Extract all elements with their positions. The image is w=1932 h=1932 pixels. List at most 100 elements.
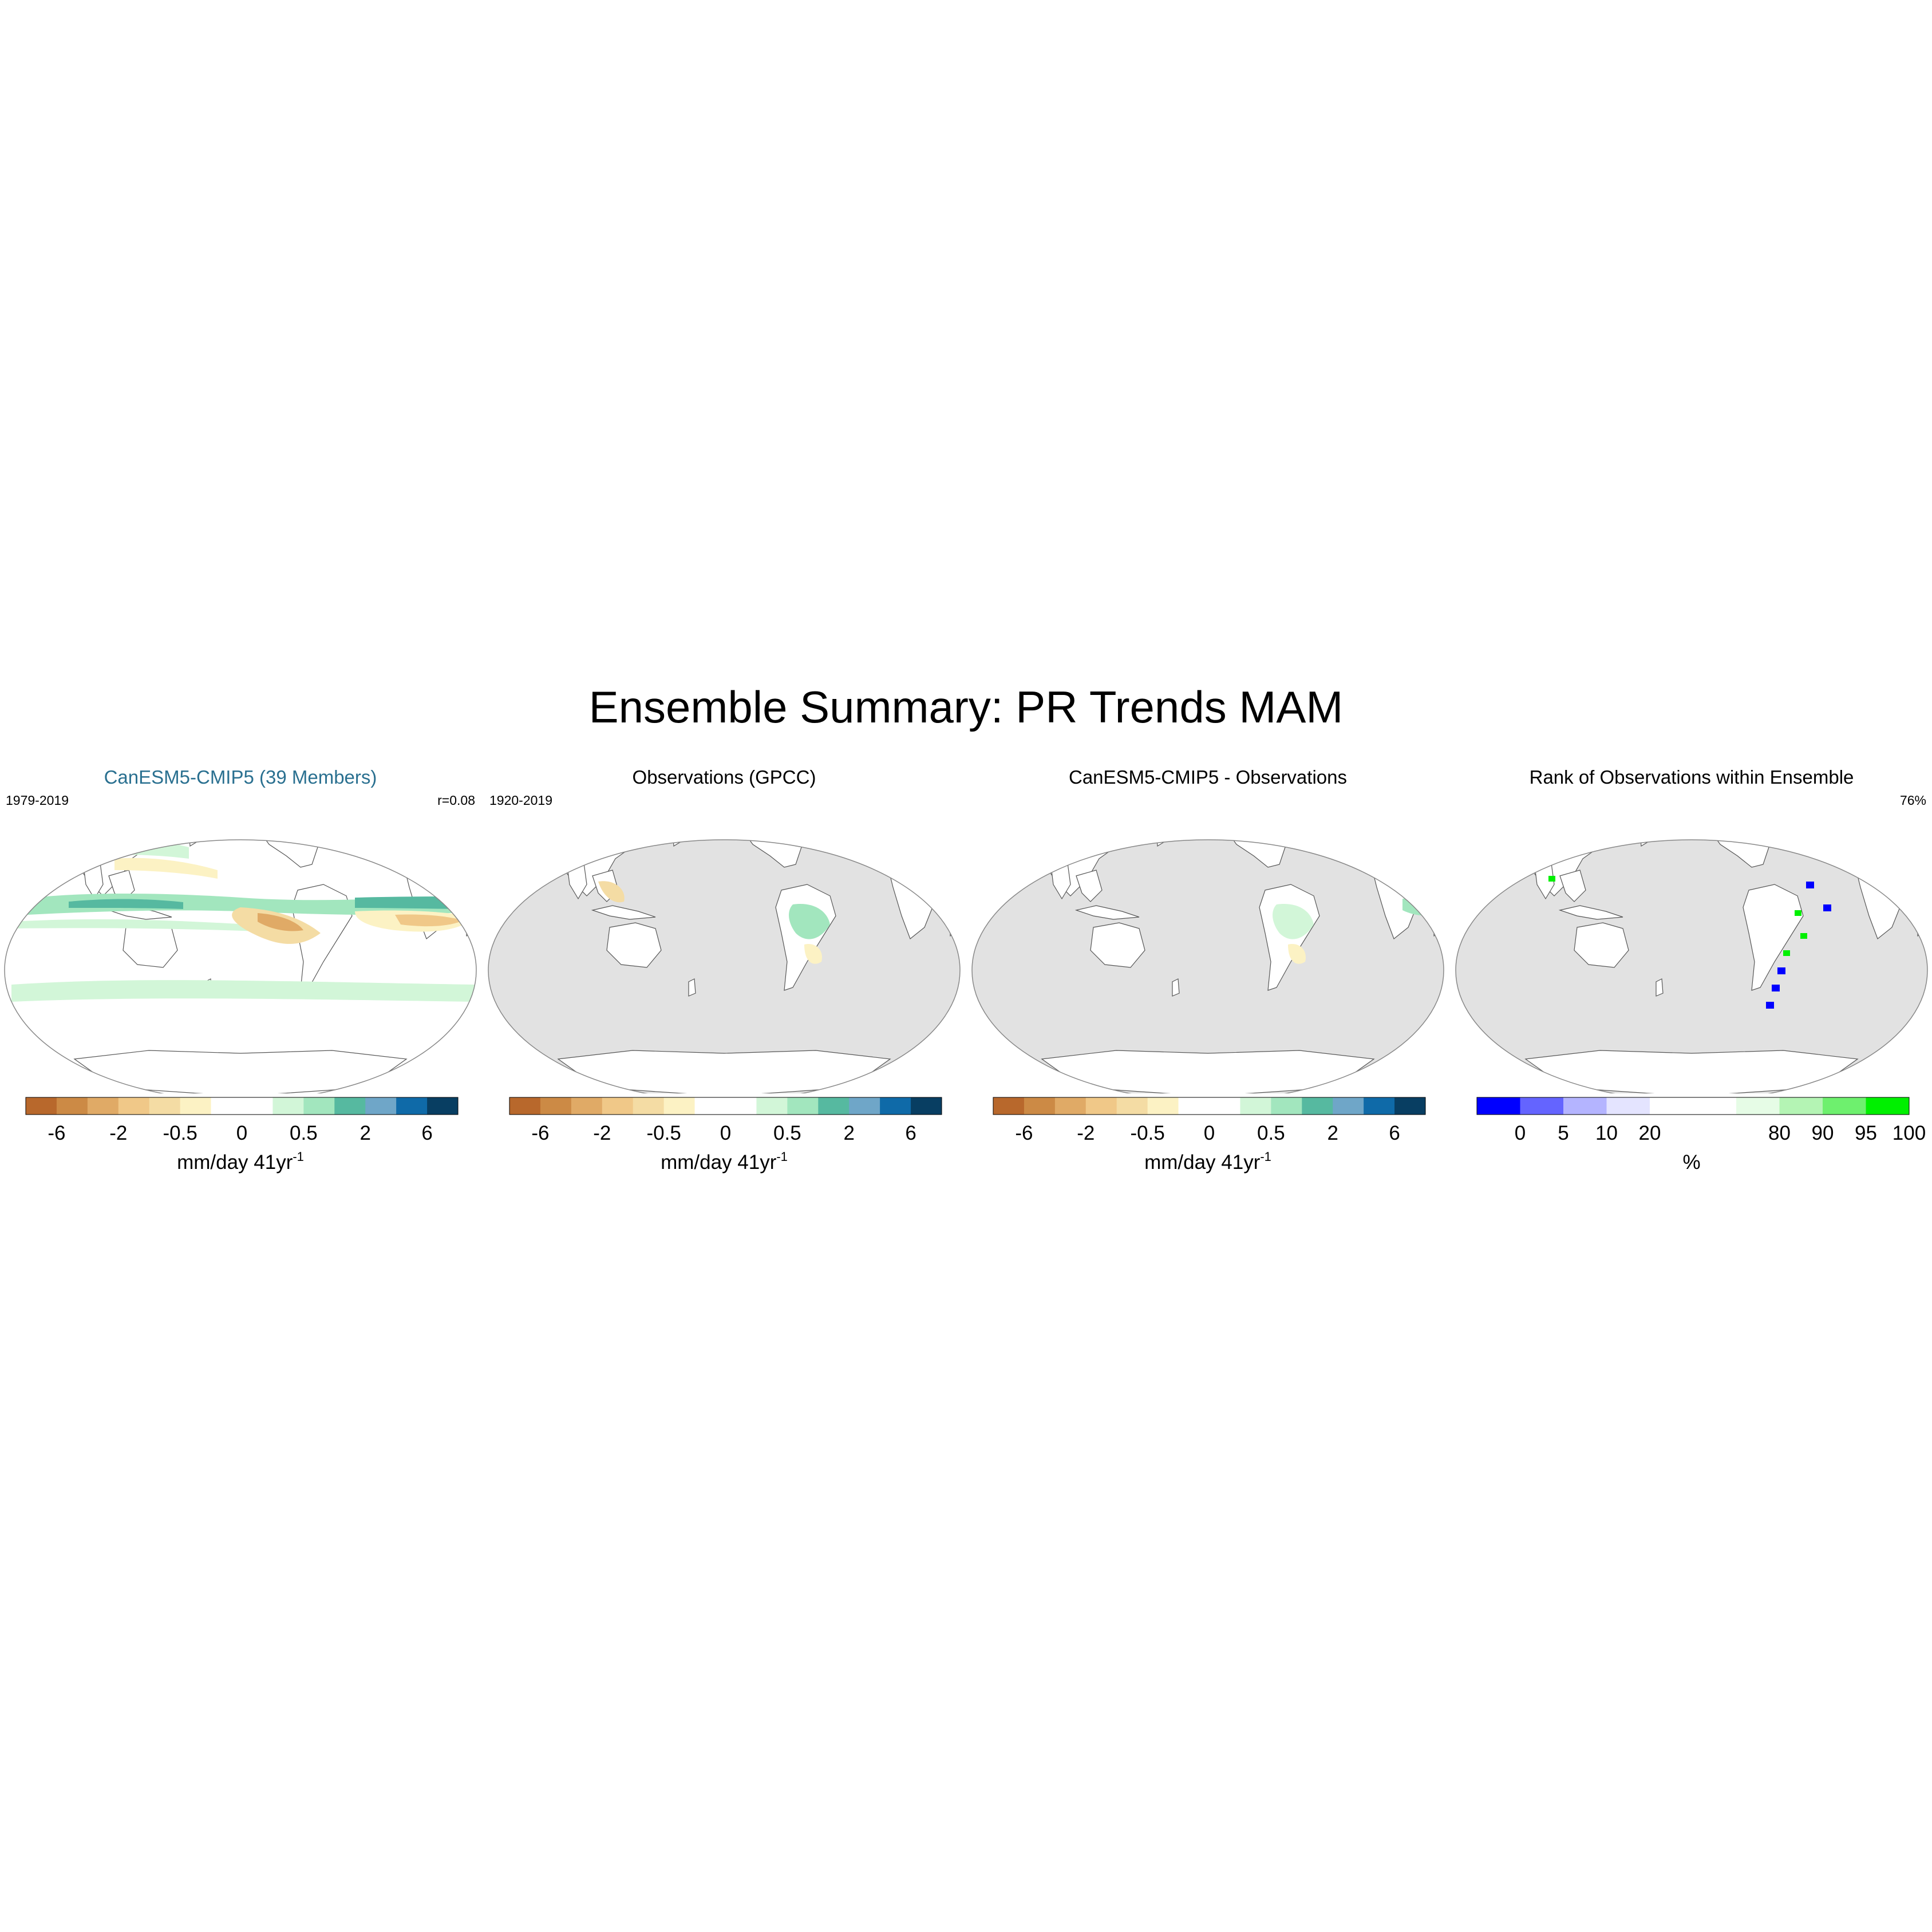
colorbar-tick-label: -2: [593, 1122, 611, 1144]
colorbar-swatch: [1606, 1097, 1650, 1115]
colorbar-swatch: [149, 1097, 181, 1115]
colorbar-tick-label: 2: [1327, 1122, 1338, 1144]
map-observed-trend: [488, 839, 961, 1093]
colorbar-swatch: [756, 1097, 788, 1115]
colorbar-swatch: [303, 1097, 335, 1115]
colorbar-swatch: [725, 1097, 757, 1115]
colorbar-tick-label: 10: [1595, 1122, 1618, 1144]
map-difference: [971, 839, 1444, 1093]
colorbar-swatch: [880, 1097, 911, 1115]
colorbar-swatch: [334, 1097, 366, 1115]
colorbar-tick-label: 0: [1203, 1122, 1215, 1144]
colorbar-swatch: [1364, 1097, 1395, 1115]
colorbar-tick-label: -0.5: [1130, 1122, 1165, 1144]
map-model-trend: [4, 839, 477, 1093]
colorbar-swatch: [1178, 1097, 1210, 1115]
colorbar-swatch: [1333, 1097, 1364, 1115]
colorbar-swatch: [1116, 1097, 1148, 1115]
rank-colorbar: [1476, 1097, 1910, 1115]
colorbar-tick-label: -6: [48, 1122, 66, 1144]
panel-title: Observations (GPCC): [632, 767, 816, 788]
colorbar-tick-label: 100: [1892, 1122, 1926, 1144]
colorbar-swatch: [1394, 1097, 1426, 1115]
colorbar-swatch: [1779, 1097, 1823, 1115]
colorbar-swatch: [1650, 1097, 1693, 1115]
colorbar-swatch: [1054, 1097, 1086, 1115]
colorbar-swatch: [1693, 1097, 1737, 1115]
colorbar-tick-label: 20: [1638, 1122, 1661, 1144]
map-rank: [1455, 839, 1928, 1093]
colorbar-tick-label: 90: [1811, 1122, 1834, 1144]
colorbar-swatch: [1302, 1097, 1333, 1115]
colorbar-tick-label: 0: [236, 1122, 248, 1144]
panel-title: CanESM5-CMIP5 (39 Members): [104, 767, 377, 788]
panel-observations: Observations (GPCC) 1920-2019 -6 -2 -0.5 0 0…: [484, 761, 965, 1174]
colorbar-swatch: [509, 1097, 541, 1115]
colorbar-swatch: [1085, 1097, 1117, 1115]
colorbar-swatch: [1520, 1097, 1564, 1115]
colorbar-tick-label: -2: [1077, 1122, 1095, 1144]
colorbar-tick-label: -6: [531, 1122, 550, 1144]
colorbar-swatch: [1209, 1097, 1240, 1115]
colorbar-swatch: [818, 1097, 850, 1115]
panel-difference: CanESM5-CMIP5 - Observations -6 -2 -0.5 0 0.…: [967, 761, 1448, 1174]
colorbar-tick-label: 0: [720, 1122, 732, 1144]
trend-colorbar: [25, 1097, 459, 1115]
colorbar-swatch: [540, 1097, 572, 1115]
colorbar-swatch: [427, 1097, 459, 1115]
colorbar-tick-label: 0.5: [1257, 1122, 1285, 1144]
colorbar-tick-label: -0.5: [163, 1122, 197, 1144]
colorbar-tick-label: 6: [421, 1122, 433, 1144]
period-label: 1979-2019: [6, 793, 69, 808]
colorbar-tick-label: 0: [1514, 1122, 1526, 1144]
colorbar-tick-label: -2: [109, 1122, 128, 1144]
trend-colorbar: [509, 1097, 942, 1115]
colorbar-swatch: [272, 1097, 304, 1115]
colorbar-swatch: [87, 1097, 119, 1115]
percent-label: 76%: [1899, 793, 1926, 808]
colorbar-tick-label: 6: [905, 1122, 916, 1144]
colorbar-tick-label: 0.5: [773, 1122, 801, 1144]
figure-title: Ensemble Summary: PR Trends MAM: [588, 682, 1344, 732]
correlation-label: r=0.08: [437, 793, 475, 808]
colorbar-swatch: [1866, 1097, 1910, 1115]
colorbar-swatch: [694, 1097, 726, 1115]
colorbar-tick-label: 6: [1389, 1122, 1400, 1144]
colorbar-tick-label: 2: [843, 1122, 855, 1144]
colorbar-swatch: [1147, 1097, 1179, 1115]
colorbar-swatch: [211, 1097, 242, 1115]
panel-title: CanESM5-CMIP5 - Observations: [1069, 767, 1347, 788]
colorbar-tick-label: 5: [1558, 1122, 1569, 1144]
colorbar-tick-label: -6: [1015, 1122, 1033, 1144]
colorbar-swatch: [663, 1097, 696, 1115]
panel-title: Rank of Observations within Ensemble: [1529, 767, 1854, 788]
colorbar-swatch: [1736, 1097, 1780, 1115]
colorbar-swatch: [849, 1097, 880, 1115]
colorbar-swatch: [26, 1097, 57, 1115]
colorbar-swatch: [1563, 1097, 1607, 1115]
trend-colorbar: [993, 1097, 1426, 1115]
colorbar-swatch: [180, 1097, 212, 1115]
colorbar-swatch: [1477, 1097, 1520, 1115]
colorbar-units: mm/day 41yr-1: [177, 1149, 304, 1174]
colorbar-tick-label: 0.5: [290, 1122, 318, 1144]
colorbar-swatch: [242, 1097, 273, 1115]
colorbar-swatch: [993, 1097, 1025, 1115]
colorbar-units: mm/day 41yr-1: [661, 1149, 788, 1174]
colorbar-swatch: [56, 1097, 88, 1115]
colorbar-tick-label: -0.5: [646, 1122, 681, 1144]
colorbar-swatch: [1024, 1097, 1056, 1115]
colorbar-swatch: [602, 1097, 634, 1115]
period-label: 1920-2019: [489, 793, 552, 808]
colorbar-swatch: [911, 1097, 942, 1115]
colorbar-tick-label: 2: [359, 1122, 371, 1144]
panel-model-ensemble: CanESM5-CMIP5 (39 Members) 1979-2019 r=0…: [0, 761, 481, 1174]
colorbar-tick-label: 95: [1855, 1122, 1877, 1144]
colorbar-swatch: [1240, 1097, 1271, 1115]
colorbar-swatch: [365, 1097, 397, 1115]
colorbar-swatch: [118, 1097, 150, 1115]
colorbar-swatch: [1823, 1097, 1866, 1115]
panel-rank: Rank of Observations within Ensemble 76%…: [1451, 761, 1932, 1174]
colorbar-swatch: [633, 1097, 665, 1115]
colorbar-swatch: [787, 1097, 819, 1115]
